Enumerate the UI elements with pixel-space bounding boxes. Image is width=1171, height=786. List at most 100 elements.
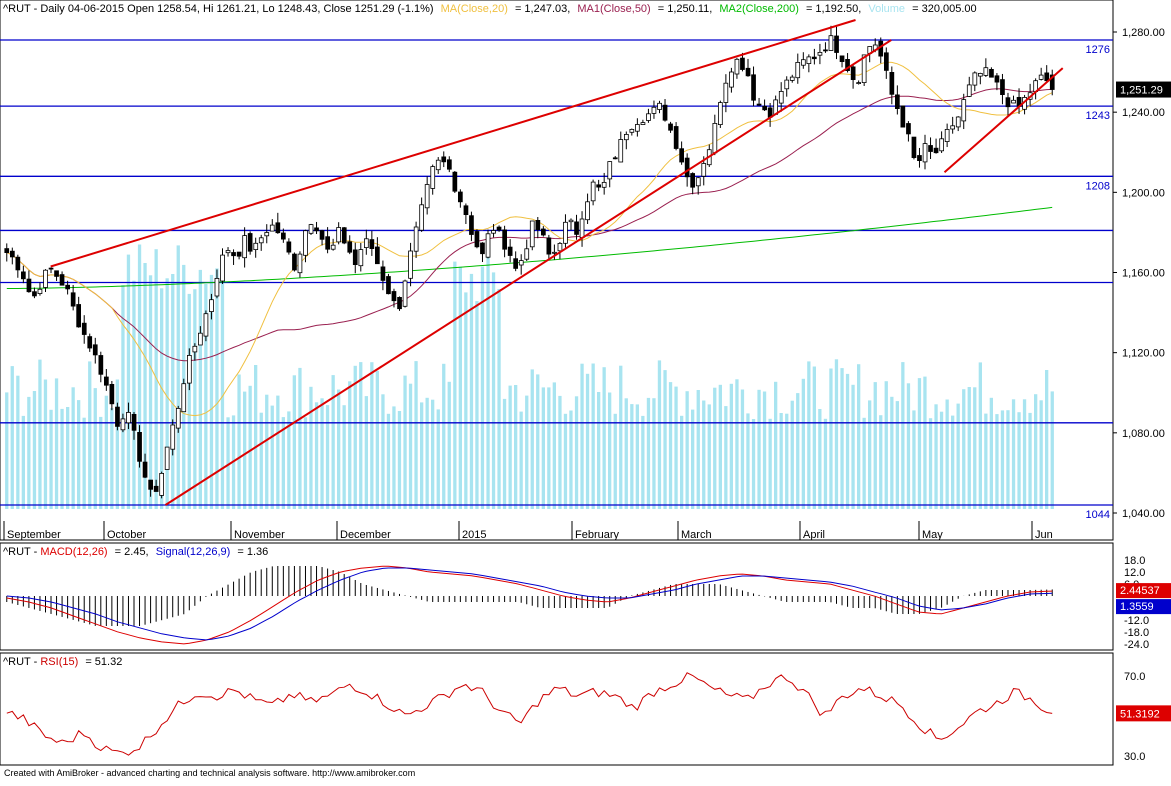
month-label: Jun <box>1035 529 1053 541</box>
price-tick-label: 1,160.00 <box>1122 268 1165 280</box>
candle-body <box>115 406 120 427</box>
volume-bar <box>364 396 368 509</box>
candle-body <box>81 322 87 335</box>
volume-bar <box>630 404 634 509</box>
candle-body <box>413 226 419 252</box>
volume-bar <box>834 359 839 509</box>
candle-body <box>850 66 856 81</box>
candle-body <box>955 116 961 128</box>
price-tick-label: 1,040.00 <box>1122 508 1165 520</box>
candle-body <box>98 355 104 375</box>
candle-body <box>574 221 579 235</box>
volume-bar <box>104 395 108 509</box>
candle-body <box>596 184 602 188</box>
volume-bar <box>785 413 789 509</box>
month-label: November <box>234 529 285 541</box>
candle-body <box>989 69 994 78</box>
candle-body <box>491 230 496 234</box>
candle-body <box>961 99 967 122</box>
level-label: 1044 <box>1086 509 1110 521</box>
volume-bar <box>962 389 966 509</box>
volume-bar <box>148 275 153 509</box>
volume-bar <box>657 360 662 509</box>
volume-bar <box>740 389 745 509</box>
candle-body <box>624 133 629 141</box>
candle-body <box>839 55 845 63</box>
ma50-path <box>6 88 1053 362</box>
volume-bar <box>956 403 960 509</box>
candle-body <box>723 82 729 103</box>
rsi-path <box>6 672 1053 756</box>
candle-body <box>983 67 989 76</box>
month-label: December <box>340 529 391 541</box>
volume-bar <box>193 289 197 509</box>
volume-bar <box>82 417 86 509</box>
volume-bar <box>359 362 363 509</box>
candle-body <box>917 155 922 161</box>
volume-bar <box>331 375 335 509</box>
candle-body <box>939 138 945 152</box>
volume-bar <box>5 392 9 509</box>
candle-body <box>817 52 823 56</box>
volume-bar <box>951 415 955 509</box>
horizontal-levels <box>0 39 1113 506</box>
volume-bar <box>702 400 706 509</box>
candle-body <box>944 128 950 142</box>
candle-body <box>280 232 286 240</box>
ma50-value: = 1,250.11, <box>658 3 713 15</box>
volume-bar <box>66 407 70 509</box>
candle-body <box>446 159 452 170</box>
candle-body <box>131 413 137 431</box>
last-price-text: 1,251.29 <box>1120 85 1163 97</box>
volume-bar <box>807 361 811 509</box>
volume-bar <box>248 385 252 509</box>
rsi-tick-label: 30.0 <box>1124 751 1145 763</box>
candle-body <box>70 292 76 307</box>
volume-bar <box>226 417 230 509</box>
volume-bar <box>303 417 308 509</box>
candle-body <box>557 242 563 252</box>
macd-header: ^RUT - MACD(12,26) = 2.45, Signal(12,26,… <box>3 546 268 558</box>
candle-body <box>319 230 325 240</box>
ma50-line <box>6 88 1053 362</box>
volume-bar <box>945 399 949 509</box>
candle-body <box>834 35 839 53</box>
volume-bar <box>243 391 247 509</box>
volume-bar <box>973 387 977 509</box>
ma20-line <box>6 61 1053 417</box>
volume-bar <box>1034 394 1038 509</box>
volume-bar <box>187 293 191 509</box>
candle-body <box>325 236 331 250</box>
candle-body <box>65 284 70 290</box>
volume-bar <box>176 245 180 509</box>
candle-body <box>87 336 93 349</box>
volume-bar <box>115 379 119 509</box>
candle-body <box>474 231 480 248</box>
candlesticks <box>4 25 1055 499</box>
volume-bar <box>801 378 805 509</box>
candle-body <box>695 177 701 187</box>
volume-bar <box>724 406 728 509</box>
candle-body <box>629 128 635 133</box>
month-label: February <box>575 529 620 541</box>
candle-body <box>745 67 751 77</box>
rsi-value-tag <box>1116 705 1171 722</box>
footer-credit: Created with AmiBroker - advanced charti… <box>4 768 416 778</box>
volume-bar <box>353 365 357 509</box>
candle-body <box>358 249 364 267</box>
candle-body <box>336 227 342 243</box>
volume-bar <box>486 251 490 510</box>
candle-body <box>275 222 281 234</box>
candle-body <box>452 171 458 192</box>
candle-body <box>148 479 153 490</box>
volume-bar <box>762 391 767 509</box>
candle-body <box>374 246 380 265</box>
volume-bar <box>591 363 595 509</box>
candle-body <box>646 113 651 121</box>
rsi-tick-label: 70.0 <box>1124 671 1145 683</box>
macd-tick-label: 12.0 <box>1124 567 1145 579</box>
candle-body <box>529 220 535 248</box>
signal-line <box>6 567 1053 641</box>
volume-bar <box>165 278 169 509</box>
candle-body <box>673 126 679 149</box>
